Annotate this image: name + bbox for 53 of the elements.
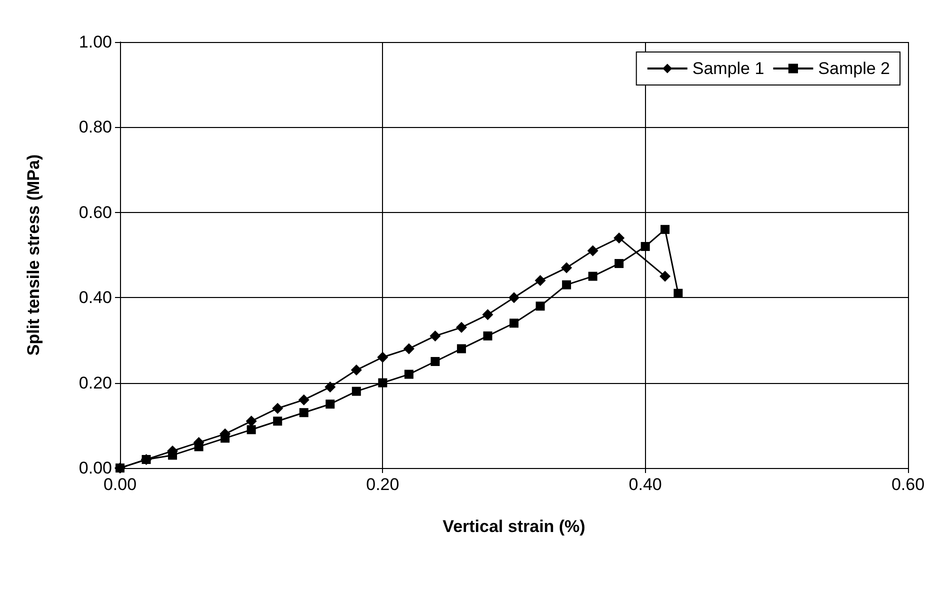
point	[536, 302, 545, 311]
y-tick-label: 0.00	[78, 458, 112, 478]
y-tick-label: 0.20	[78, 373, 112, 392]
point	[588, 272, 598, 281]
point	[660, 270, 671, 282]
y-tick-label: 1.00	[78, 32, 112, 52]
point	[561, 262, 572, 274]
point	[378, 378, 388, 388]
point	[194, 442, 204, 452]
point	[220, 434, 230, 443]
x-tick-label: 0.00	[103, 475, 137, 494]
point	[482, 309, 494, 320]
point	[510, 318, 518, 328]
point	[273, 416, 282, 426]
point	[456, 344, 466, 354]
point	[272, 402, 284, 414]
point	[660, 224, 670, 234]
point	[404, 370, 414, 379]
point	[508, 292, 520, 304]
point	[350, 364, 362, 376]
point	[246, 425, 256, 434]
point	[674, 288, 683, 298]
point	[614, 259, 624, 268]
legend-label: Sample 2	[818, 59, 890, 78]
point	[168, 450, 178, 460]
point	[483, 331, 492, 340]
point	[352, 386, 361, 396]
point	[324, 382, 336, 393]
point	[534, 275, 546, 286]
point	[614, 232, 625, 244]
y-tick-label: 0.80	[78, 118, 112, 137]
point	[299, 408, 308, 418]
x-tick-label: 0.40	[628, 475, 662, 494]
x-axis-title: Vertical strain (%)	[442, 517, 586, 536]
point	[456, 322, 467, 333]
point	[430, 357, 440, 366]
point	[640, 242, 650, 251]
x-tick-label: 0.60	[891, 475, 925, 494]
point	[430, 330, 441, 342]
point	[142, 454, 151, 464]
point	[116, 464, 124, 472]
legend-label: Sample 1	[692, 59, 764, 78]
point	[377, 352, 388, 363]
y-tick-label: 0.60	[78, 202, 112, 222]
point	[298, 394, 310, 406]
point	[326, 400, 335, 409]
x-tick-label: 0.20	[366, 475, 400, 494]
y-axis-title: Split tensile stress (MPa)	[24, 154, 43, 356]
point	[562, 280, 572, 290]
point	[246, 416, 257, 427]
point	[403, 343, 414, 354]
y-tick-label: 0.40	[78, 288, 112, 308]
point	[587, 245, 598, 256]
